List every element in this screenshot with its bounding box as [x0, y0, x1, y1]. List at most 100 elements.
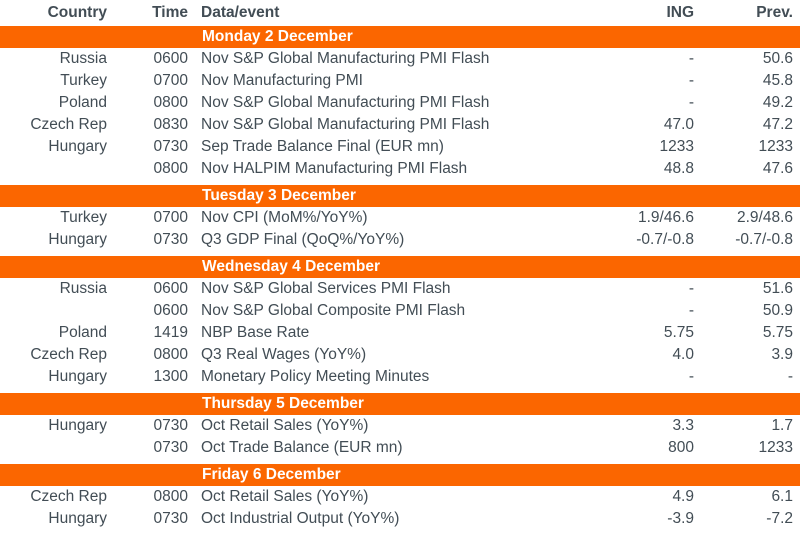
previous-value: 50.6: [762, 50, 793, 67]
event-cell: Sep Trade Balance Final (EUR mn): [201, 138, 444, 155]
time-cell: 0700: [153, 72, 188, 89]
day-section-title: Tuesday 3 December: [202, 187, 356, 204]
previous-value: 50.9: [762, 302, 793, 319]
day-section-band: Tuesday 3 December: [0, 185, 800, 207]
event-cell: Nov S&P Global Composite PMI Flash: [201, 302, 466, 319]
table-row: Russia 0600 Nov S&P Global Services PMI Fl…: [0, 278, 800, 300]
country-cell: Poland: [58, 94, 107, 111]
time-cell: 0600: [153, 280, 188, 297]
time-cell: 0600: [153, 50, 188, 67]
ing-forecast-value: -: [688, 94, 694, 111]
previous-value: -7.2: [766, 510, 793, 527]
country-cell: Hungary: [48, 368, 107, 385]
previous-value: 45.8: [762, 72, 793, 89]
country-cell: Czech Rep: [30, 488, 107, 505]
day-section-title: Wednesday 4 December: [202, 258, 381, 275]
event-cell: Oct Industrial Output (YoY%): [201, 510, 400, 527]
ing-forecast-value: 47.0: [663, 116, 694, 133]
country-cell: Czech Rep: [30, 346, 107, 363]
col-header-time: Time: [152, 4, 188, 21]
country-cell: Russia: [59, 50, 107, 67]
ing-forecast-value: -: [688, 50, 694, 67]
event-cell: Oct Trade Balance (EUR mn): [201, 439, 403, 456]
ing-forecast-value: -: [688, 368, 694, 385]
time-cell: 0700: [153, 209, 188, 226]
day-section-band: Friday 6 December: [0, 464, 800, 486]
ing-forecast-value: -: [688, 280, 694, 297]
table-row: 0800 Nov HALPIM Manufacturing PMI Flash 48…: [0, 158, 800, 180]
col-header-country: Country: [47, 4, 107, 21]
ing-forecast-value: 4.9: [672, 488, 694, 505]
previous-value: 5.75: [762, 324, 793, 341]
table-row: Hungary 0730 Sep Trade Balance Final (EUR …: [0, 136, 800, 158]
event-cell: Oct Retail Sales (YoY%): [201, 488, 369, 505]
time-cell: 0800: [153, 488, 188, 505]
time-cell: 0800: [153, 160, 188, 177]
ing-forecast-value: 1233: [659, 138, 694, 155]
previous-value: -0.7/-0.8: [735, 231, 793, 248]
ing-forecast-value: -: [688, 72, 694, 89]
table-row: Poland 0800 Nov S&P Global Manufacturing P…: [0, 92, 800, 114]
country-cell: Hungary: [48, 231, 107, 248]
event-cell: Nov HALPIM Manufacturing PMI Flash: [201, 160, 468, 177]
col-header-prev: Prev.: [756, 4, 793, 21]
time-cell: 0830: [153, 116, 188, 133]
day-section-title: Friday 6 December: [202, 466, 341, 483]
time-cell: 0730: [153, 417, 188, 434]
country-cell: Czech Rep: [30, 116, 107, 133]
event-cell: NBP Base Rate: [201, 324, 310, 341]
event-cell: Q3 Real Wages (YoY%): [201, 346, 367, 363]
time-cell: 0730: [153, 138, 188, 155]
previous-value: 49.2: [762, 94, 793, 111]
previous-value: 47.6: [762, 160, 793, 177]
time-cell: 1300: [153, 368, 188, 385]
previous-value: 1233: [758, 439, 793, 456]
time-cell: 0730: [153, 510, 188, 527]
calendar-sections: Monday 2 December Russia 0600 Nov S&P Globa…: [0, 26, 800, 530]
time-cell: 0730: [153, 231, 188, 248]
time-cell: 0600: [153, 302, 188, 319]
previous-value: -: [787, 368, 793, 385]
ing-forecast-value: 1.9/46.6: [637, 209, 694, 226]
previous-value: 3.9: [771, 346, 793, 363]
table-row: Czech Rep 0830 Nov S&P Global Manufacturin…: [0, 114, 800, 136]
col-header-ing: ING: [666, 4, 694, 21]
table-row: 0730 Oct Trade Balance (EUR mn) 800 1233: [0, 437, 800, 459]
country-cell: Hungary: [48, 138, 107, 155]
table-row: Hungary 0730 Oct Industrial Output (YoY%) -…: [0, 508, 800, 530]
ing-forecast-value: 4.0: [672, 346, 694, 363]
event-cell: Q3 GDP Final (QoQ%/YoY%): [201, 231, 405, 248]
ing-forecast-value: -: [688, 302, 694, 319]
event-cell: Oct Retail Sales (YoY%): [201, 417, 369, 434]
table-row: Turkey 0700 Nov CPI (MoM%/YoY%) 1.9/46.6 2.9…: [0, 207, 800, 229]
country-cell: Turkey: [60, 72, 107, 89]
event-cell: Monetary Policy Meeting Minutes: [201, 368, 430, 385]
table-row: Poland 1419 NBP Base Rate 5.75 5.75: [0, 322, 800, 344]
time-cell: 0730: [153, 439, 188, 456]
event-cell: Nov S&P Global Manufacturing PMI Flash: [201, 50, 490, 67]
table-row: Russia 0600 Nov S&P Global Manufacturing P…: [0, 48, 800, 70]
day-section-band: Monday 2 December: [0, 26, 800, 48]
ing-forecast-value: 5.75: [663, 324, 694, 341]
event-cell: Nov S&P Global Services PMI Flash: [201, 280, 451, 297]
event-cell: Nov S&P Global Manufacturing PMI Flash: [201, 116, 490, 133]
col-header-data-event: Data/event: [201, 4, 280, 21]
table-row: Hungary 1300 Monetary Policy Meeting Minut…: [0, 366, 800, 388]
ing-forecast-value: 48.8: [663, 160, 694, 177]
time-cell: 0800: [153, 94, 188, 111]
ing-forecast-value: -3.9: [667, 510, 694, 527]
table-header-row: Country Time Data/event ING Prev.: [0, 0, 800, 26]
table-row: Hungary 0730 Oct Retail Sales (YoY%) 3.3 1.7: [0, 415, 800, 437]
previous-value: 47.2: [762, 116, 793, 133]
event-cell: Nov CPI (MoM%/YoY%): [201, 209, 368, 226]
ing-forecast-value: 800: [668, 439, 694, 456]
day-section-title: Thursday 5 December: [202, 395, 364, 412]
previous-value: 1233: [758, 138, 793, 155]
day-section-band: Wednesday 4 December: [0, 256, 800, 278]
table-row: Czech Rep 0800 Q3 Real Wages (YoY%) 4.0 3.9: [0, 344, 800, 366]
day-section-band: Thursday 5 December: [0, 393, 800, 415]
ing-forecast-value: 3.3: [672, 417, 694, 434]
day-section-title: Monday 2 December: [202, 28, 353, 45]
country-cell: Hungary: [48, 510, 107, 527]
